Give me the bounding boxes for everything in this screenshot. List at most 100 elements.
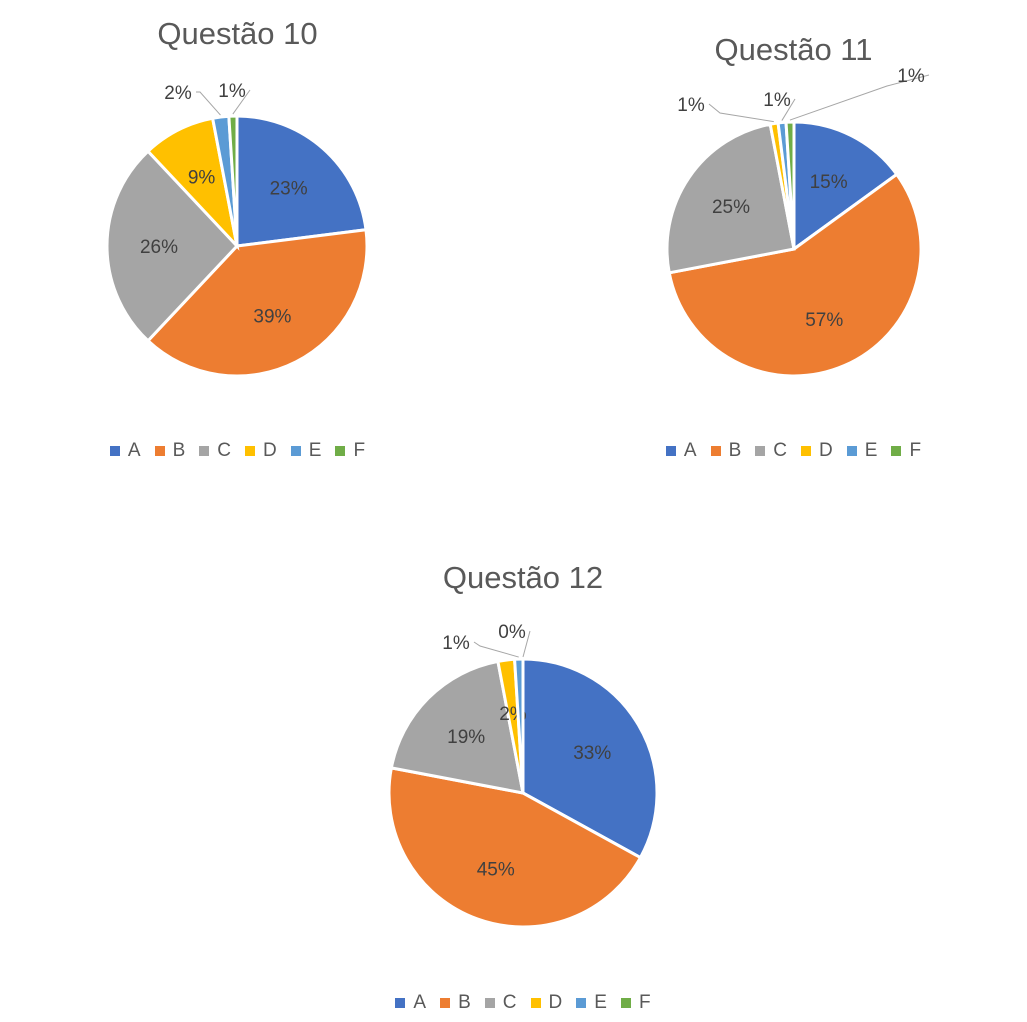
legend-label: D xyxy=(263,440,277,461)
legend-label: E xyxy=(308,440,322,461)
leader-line-e xyxy=(781,98,796,121)
legend: A B C D E F xyxy=(0,440,475,462)
data-label-c: 25% xyxy=(712,197,750,218)
data-label-e: 1% xyxy=(763,90,791,111)
legend-item-b: B xyxy=(710,440,742,462)
legend-label: A xyxy=(683,440,697,461)
legend-swatch xyxy=(665,446,676,456)
legend-item-d: D xyxy=(801,440,833,462)
leader-line-e xyxy=(196,91,221,116)
pie-slice-a xyxy=(792,120,899,252)
legend-label: D xyxy=(819,440,833,461)
pie-slice-a xyxy=(521,657,659,860)
legend-swatch xyxy=(440,998,451,1008)
legend-swatch xyxy=(755,446,766,456)
legend-swatch xyxy=(335,446,346,456)
chart-title: Questão 11 xyxy=(714,32,873,67)
legend-swatch xyxy=(530,998,541,1008)
legend-item-c: C xyxy=(755,440,787,462)
data-label-b: 39% xyxy=(253,306,291,327)
legend-label: F xyxy=(909,440,922,461)
legend-swatch xyxy=(620,998,631,1008)
data-label-d: 1% xyxy=(677,95,705,116)
legend-label: B xyxy=(172,440,186,461)
legend-item-e: E xyxy=(290,440,322,462)
legend-item-b: B xyxy=(440,992,471,1014)
legend-label: C xyxy=(217,440,232,461)
legend-label: F xyxy=(638,992,651,1013)
leader-line-e xyxy=(473,641,519,658)
legend-item-b: B xyxy=(154,440,186,462)
legend-label: B xyxy=(728,440,742,461)
pie-slice-f xyxy=(227,114,239,247)
pie-slice-c xyxy=(389,659,525,795)
legend-swatch xyxy=(846,446,857,456)
pie-chart-q10: Questão 10 23% 39% 26% 9% 2% 1% A B C D E F xyxy=(0,0,475,480)
chart-title: Questão 12 xyxy=(442,560,604,595)
legend-label: B xyxy=(458,992,471,1013)
legend-label: D xyxy=(548,992,563,1013)
legend-label: A xyxy=(413,992,427,1013)
data-label-a: 33% xyxy=(573,743,611,764)
legend-item-e: E xyxy=(576,992,607,1014)
legend-item-d: D xyxy=(245,440,277,462)
pie-slice-a xyxy=(235,114,368,248)
data-label-f: 1% xyxy=(897,66,925,87)
legend-label: C xyxy=(773,440,788,461)
pie-svg: 23% 39% 26% 9% 2% 1% xyxy=(105,81,369,378)
legend: A B C D E F xyxy=(560,440,1027,462)
legend-swatch xyxy=(576,998,587,1008)
leader-line-f xyxy=(789,74,930,121)
legend-item-f: F xyxy=(891,440,921,462)
pie-slice-e xyxy=(512,657,525,794)
pie-svg: 15% 57% 25% 1% 1% 1% xyxy=(665,66,930,378)
legend-swatch xyxy=(891,446,902,456)
pie-slice-c xyxy=(665,122,796,275)
legend-label: C xyxy=(502,992,517,1013)
legend-label: F xyxy=(353,440,366,461)
data-label-c: 26% xyxy=(140,237,178,258)
legend: A B C D E F xyxy=(280,992,766,1014)
legend-swatch xyxy=(245,446,256,456)
data-label-e: 2% xyxy=(164,83,192,104)
chart-title: Questão 10 xyxy=(157,16,318,51)
pie-slice-b xyxy=(387,766,643,929)
data-label-f: 0% xyxy=(498,622,526,643)
data-label-a: 23% xyxy=(270,178,308,199)
legend-item-a: A xyxy=(109,440,141,462)
legend-item-d: D xyxy=(530,992,563,1014)
legend-swatch xyxy=(154,446,165,456)
leader-line-f xyxy=(522,630,531,658)
legend-item-f: F xyxy=(620,992,651,1014)
legend-swatch xyxy=(395,998,406,1008)
legend-swatch xyxy=(199,446,210,456)
data-label-b: 45% xyxy=(477,860,515,881)
legend-item-a: A xyxy=(395,992,426,1014)
legend-item-a: A xyxy=(665,440,697,462)
legend-label: A xyxy=(127,440,141,461)
legend-item-e: E xyxy=(846,440,877,462)
legend-item-c: C xyxy=(199,440,231,462)
legend-swatch xyxy=(290,446,301,456)
leader-line-f xyxy=(232,89,251,115)
legend-swatch xyxy=(109,446,120,456)
legend-swatch xyxy=(801,446,812,456)
legend-label: E xyxy=(594,992,607,1013)
legend-item-c: C xyxy=(484,992,517,1014)
data-label-b: 57% xyxy=(805,310,843,331)
data-label-c: 19% xyxy=(447,727,485,748)
legend-swatch xyxy=(710,446,721,456)
pie-slice-b xyxy=(667,172,923,378)
pie-slice-b xyxy=(145,228,369,378)
leader-line-d xyxy=(708,103,774,123)
data-label-f: 1% xyxy=(218,81,246,102)
data-label-e: 1% xyxy=(442,633,470,654)
pie-svg: 33%45%19%2%1%0% xyxy=(387,622,659,929)
data-label-d: 9% xyxy=(188,168,216,189)
legend-swatch xyxy=(484,998,495,1008)
pie-slice-f xyxy=(784,120,796,250)
legend-item-f: F xyxy=(335,440,365,462)
pie-slice-c xyxy=(105,149,240,343)
pie-chart-q11: Questão 11 15% 57% 25% 1% 1% 1% A B C D E F xyxy=(560,0,1027,480)
